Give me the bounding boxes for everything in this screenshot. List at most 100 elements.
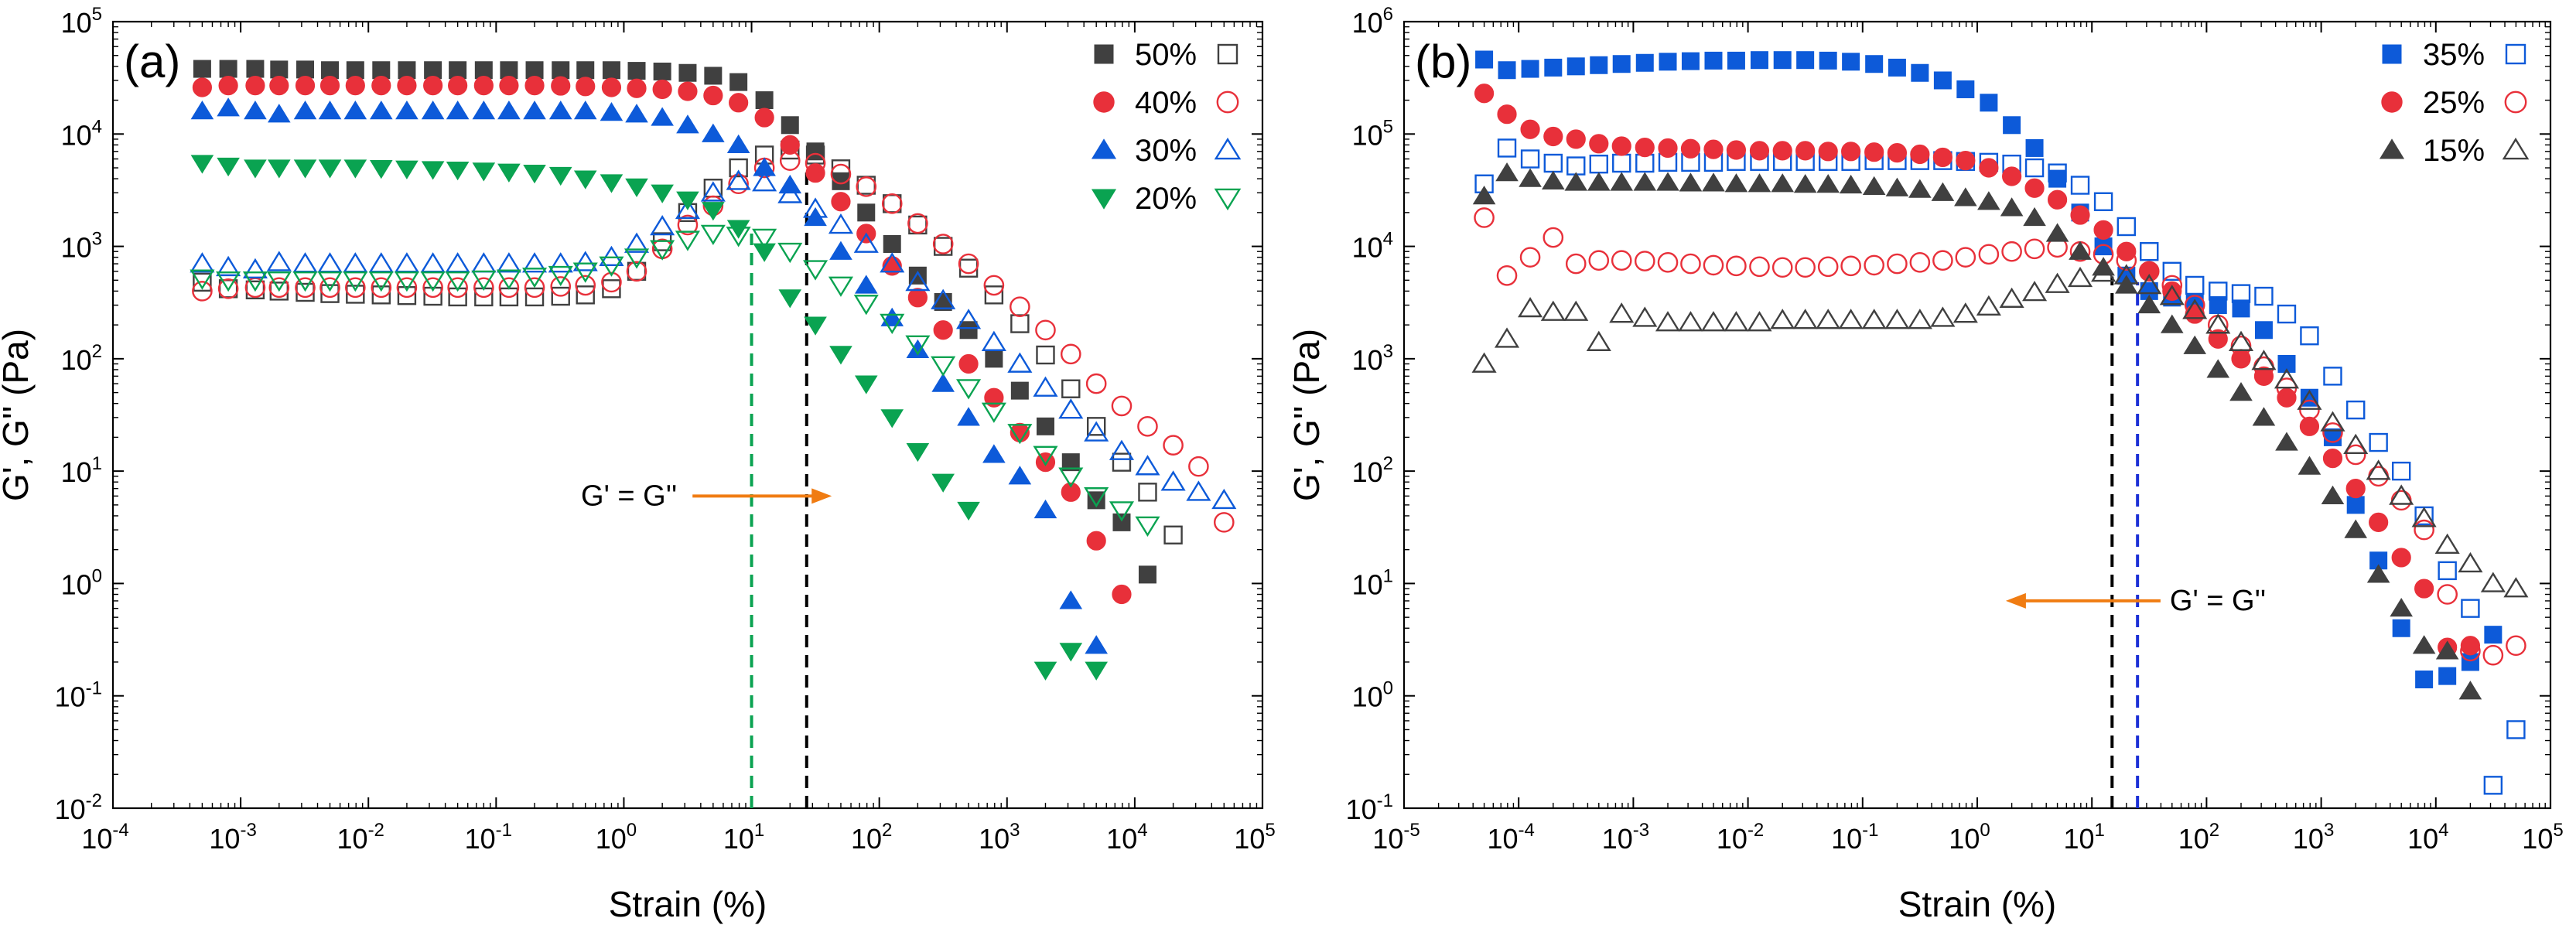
panel-b-gdoubleprime-point (1771, 257, 1793, 278)
panel-b-gprime-point (2047, 189, 2068, 210)
panel-b-gdoubleprime-point (2251, 350, 2277, 370)
panel-b-gprime-point (1635, 53, 1654, 72)
panel-b-gprime-point (1704, 51, 1723, 70)
panel-a-gprime-point (676, 191, 699, 210)
panel-b-gdoubleprime-point (1678, 311, 1703, 332)
panel-a-gdoubleprime-point (1163, 435, 1184, 456)
panel-a-gdoubleprime-point (317, 271, 343, 292)
panel-a-gprime-point (1086, 531, 1106, 551)
panel-a-gdoubleprime-point (677, 214, 699, 236)
panel-a-gdoubleprime-point (296, 282, 315, 302)
panel-a-gdoubleprime-point (295, 277, 316, 299)
panel-b-gprime-point (1954, 187, 1977, 206)
panel-a-gprime-point (703, 85, 723, 106)
panel-a-gprime-point (295, 76, 316, 96)
panel-a-gprime-point (423, 76, 443, 96)
panel-a-x-tick-label: 104 (1106, 820, 1147, 855)
panel-b-gdoubleprime-point (1518, 296, 1543, 318)
panel-a-gdoubleprime-point (853, 295, 879, 316)
panel-a-gprime-point (806, 142, 825, 161)
panel-b-gdoubleprime-point (2070, 176, 2090, 195)
panel-b-gdoubleprime-point (1724, 311, 1749, 332)
panel-a-gdoubleprime-point (473, 277, 494, 299)
panel-a-gprime-point (729, 73, 748, 91)
panel-b-gdoubleprime-point (1609, 302, 1635, 323)
panel-a-gdoubleprime-point (572, 262, 598, 283)
panel-a-gprime-point (781, 116, 799, 135)
panel-b-gdoubleprime-point (2137, 274, 2162, 295)
panel-a-gprime-point (246, 60, 265, 78)
panel-b-gprime-point (2277, 355, 2296, 374)
panel-a-y-tick-label: 100 (61, 565, 102, 600)
panel-a-x-tick-label: 105 (1234, 820, 1275, 855)
panel-a-gprime-point (933, 320, 953, 340)
panel-b-gprime-point (1748, 173, 1771, 193)
panel-a-annotation-arrowhead (811, 488, 832, 504)
panel-a-x-tick-label: 102 (851, 820, 892, 855)
panel-a-gdoubleprime-point (368, 252, 394, 273)
panel-b-gdoubleprime-point (2438, 561, 2457, 581)
panel-a-gdoubleprime-point (981, 330, 1006, 351)
panel-b-gdoubleprime-point (2113, 264, 2139, 285)
panel-a-gprime-point (576, 77, 596, 97)
panel-b-gprime-point (2252, 407, 2276, 426)
panel-b-gdoubleprime-point (1907, 309, 1932, 329)
panel-b-gprime-point (1908, 179, 1932, 198)
panel-b-gprime-point (1519, 168, 1542, 187)
panel-b-x-tick-label: 10-4 (1488, 820, 1535, 855)
panel-a-gprime-point (523, 165, 546, 184)
panel-b-gdoubleprime-point (1864, 254, 1884, 276)
panel-a-x-axis-title: Strain (%) (609, 884, 767, 924)
panel-b-gdoubleprime-point (1726, 255, 1747, 277)
panel-b-gprime-point (2461, 653, 2479, 671)
panel-b-gdoubleprime-point (1471, 352, 1497, 373)
panel-a-gdoubleprime-point (1109, 439, 1135, 460)
panel-a-gdoubleprime-point (700, 181, 726, 202)
panel-b-gprime-point (1887, 143, 1908, 163)
panel-a-gprime-point (551, 76, 571, 96)
panel-a-gdoubleprime-point (394, 252, 419, 273)
panel-b-y-tick-label: 105 (1352, 116, 1393, 151)
panel-b-gprime-point (2206, 359, 2230, 378)
panel-b-gdoubleprime-point (2343, 433, 2369, 454)
panel-a-gdoubleprime-point (726, 169, 751, 190)
panel-b-gdoubleprime-point (2389, 484, 2414, 505)
panel-b-gprime-point (2299, 416, 2320, 436)
panel-b: 10-5 10-4 10-3 10-2 10-1 100 101 102 103 104 105 10… (1286, 4, 2564, 924)
panel-a-y-tick-label: 102 (61, 341, 102, 376)
panel-a-gprime-point (448, 76, 468, 96)
panel-b-gprime-point (2002, 166, 2022, 186)
panel-a-gprime-point (573, 170, 597, 189)
panel-a-gdoubleprime-point (1112, 452, 1132, 472)
panel-a-gprime-point (343, 101, 367, 120)
panel-a-gprime-point (192, 77, 213, 97)
panel-b-gprime-point (1543, 126, 1563, 147)
panel-b-gprime-point (2484, 626, 2503, 644)
panel-a-gdoubleprime-point (217, 278, 239, 299)
panel-a-gdoubleprime-point (1033, 376, 1058, 397)
panel-b-gprime-point (1977, 191, 2000, 210)
panel-b-x-tick-label: 10-2 (1717, 820, 1764, 855)
panel-a-gdoubleprime-point (420, 271, 446, 292)
panel-b-gprime-point (1911, 63, 1929, 82)
panel-b-gdoubleprime-point (2231, 284, 2251, 303)
panel-a-gprime-point (857, 203, 876, 222)
panel-b-gdoubleprime-point (2161, 275, 2183, 296)
panel-a-gdoubleprime-point (1211, 488, 1237, 510)
panel-a-gprime-point (907, 288, 928, 308)
panel-b-gprime-point (1542, 170, 1565, 189)
panel-b-gprime-point (2025, 138, 2044, 157)
panel-a-gprime-point (653, 62, 671, 80)
panel-b-x-axis-title: Strain (%) (1898, 884, 2056, 924)
panel-a-gprime-point (702, 202, 725, 221)
panel-b-gprime-point (1910, 144, 1930, 165)
panel-a-gprime-point (217, 97, 240, 117)
panel-b-gprime-point (1610, 172, 1634, 191)
panel-b-gprime-point (1589, 134, 1609, 154)
panel-a-gprime-point (651, 107, 674, 126)
panel-a-gprime-point (880, 307, 904, 326)
panel-a-gdoubleprime-point (602, 279, 621, 299)
panel-b-gprime-point (1956, 80, 1975, 98)
panel-a-gdoubleprime-point (445, 252, 470, 273)
panel-b-legend-filled-marker (2382, 44, 2402, 64)
